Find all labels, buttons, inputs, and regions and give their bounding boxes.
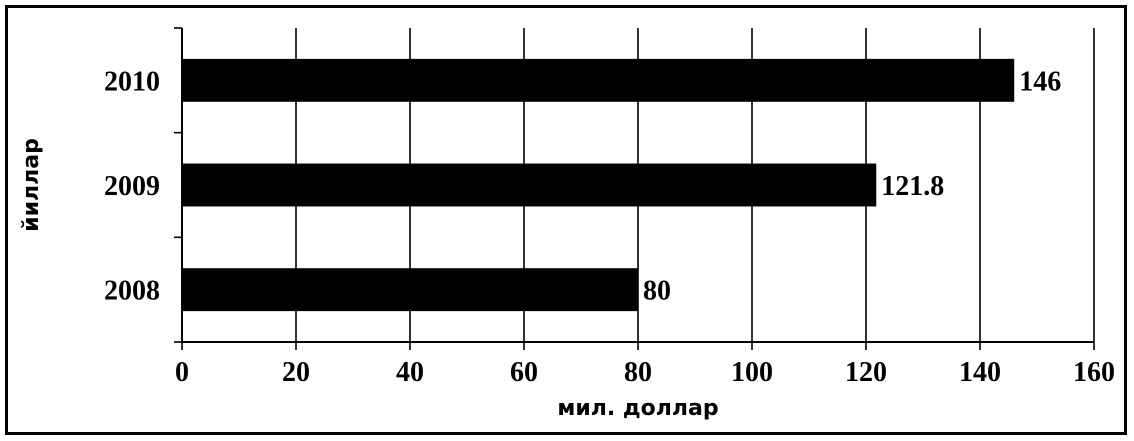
labels: 0 20 40 60 80 100 120 140 160 2008 80 2009 121.8 2010… bbox=[104, 66, 1115, 388]
y-tick-label: 2009 bbox=[104, 171, 160, 202]
y-tick-label: 2008 bbox=[104, 276, 160, 307]
x-tick-label: 120 bbox=[845, 357, 887, 388]
axes bbox=[174, 27, 1095, 350]
x-tick-label: 60 bbox=[510, 357, 538, 388]
x-tick-label: 100 bbox=[731, 357, 773, 388]
data-label: 80 bbox=[643, 276, 671, 307]
x-tick-label: 20 bbox=[282, 357, 310, 388]
bar-chart: 0 20 40 60 80 100 120 140 160 2008 80 2009 121.8 2010… bbox=[19, 27, 1115, 421]
x-tick-label: 140 bbox=[959, 357, 1001, 388]
x-tick-label: 40 bbox=[396, 357, 424, 388]
chart-frame: 0 20 40 60 80 100 120 140 160 2008 80 2009 121.8 2010… bbox=[5, 5, 1127, 435]
data-label: 121.8 bbox=[881, 171, 944, 202]
x-axis-title: мил. доллар bbox=[557, 396, 718, 421]
y-tick-label: 2010 bbox=[104, 66, 160, 97]
x-tick-label: 80 bbox=[624, 357, 652, 388]
bar-2010 bbox=[182, 58, 1015, 102]
data-label: 146 bbox=[1019, 66, 1061, 97]
bars bbox=[182, 58, 1015, 312]
bar-2008 bbox=[182, 268, 638, 312]
y-axis-title: йиллар bbox=[19, 138, 44, 232]
x-tick-label: 160 bbox=[1073, 357, 1115, 388]
bar-2009 bbox=[182, 163, 877, 207]
x-tick-label: 0 bbox=[175, 357, 189, 388]
